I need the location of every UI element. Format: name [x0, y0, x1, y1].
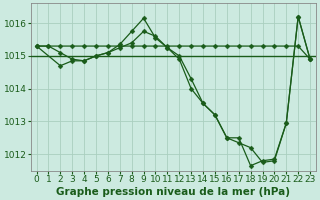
- X-axis label: Graphe pression niveau de la mer (hPa): Graphe pression niveau de la mer (hPa): [56, 187, 290, 197]
